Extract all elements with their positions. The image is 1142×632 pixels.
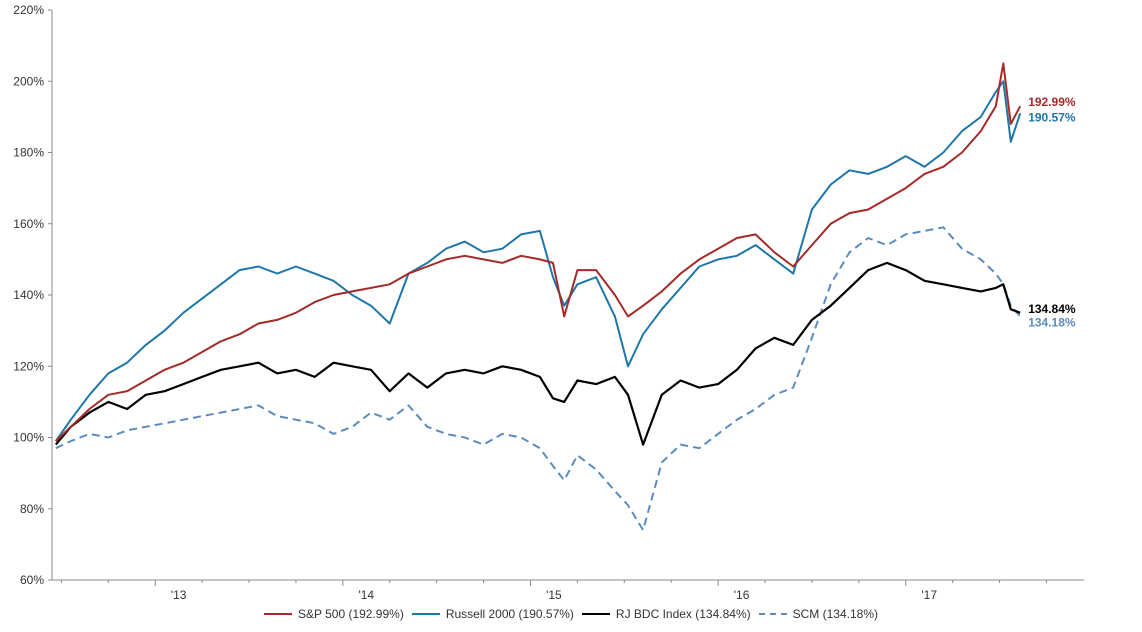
y-tick-label: 60%	[20, 573, 44, 587]
y-tick-label: 160%	[13, 217, 44, 231]
chart-axes: 60% 80% 100% 120% 140% 160% 180% 200% 220% '13 '14…	[13, 3, 1084, 602]
y-tick-label: 220%	[13, 3, 44, 17]
end-label-layer: 192.99%190.57% 134.84%134.18%	[1028, 95, 1076, 329]
x-tick-label: '13	[171, 588, 187, 602]
series-line-3	[55, 226, 1021, 532]
x-tick-label: '15	[546, 588, 562, 602]
y-tick-label: 100%	[13, 431, 44, 445]
legend-label: SCM (134.18%)	[792, 607, 879, 621]
legend-item-3: SCM (134.18%)	[758, 607, 879, 621]
y-tick-label: 80%	[20, 502, 44, 516]
legend-swatch	[758, 613, 787, 615]
y-tick-label: 200%	[13, 74, 44, 88]
y-tick-label: 120%	[13, 359, 44, 373]
y-tick-label: 140%	[13, 288, 44, 302]
end-label-2: 134.84%	[1028, 302, 1076, 316]
y-tick-label: 180%	[13, 146, 44, 160]
legend-item-2: RJ BDC Index (134.84%)	[581, 607, 751, 621]
legend-swatch	[263, 613, 292, 615]
legend-swatch	[581, 613, 610, 615]
x-tick-label: '17	[921, 588, 937, 602]
x-tick-label: '14	[358, 588, 374, 602]
end-label-1: 190.57%	[1028, 110, 1076, 124]
series-line-1	[54, 80, 1022, 442]
end-label-3: 134.18%	[1028, 315, 1076, 329]
legend-item-0: S&P 500 (192.99%)	[263, 607, 404, 621]
x-tick-label: '16	[734, 588, 750, 602]
chart-legend: S&P 500 (192.99%) Russell 2000 (190.57%) R…	[0, 604, 1142, 621]
series-line-2	[54, 261, 1021, 446]
series-layer	[54, 62, 1022, 532]
end-label-0: 192.99%	[1028, 95, 1076, 109]
legend-item-1: Russell 2000 (190.57%)	[411, 607, 574, 621]
legend-label: S&P 500 (192.99%)	[297, 607, 404, 621]
legend-label: RJ BDC Index (134.84%)	[615, 607, 751, 621]
series-line-0	[55, 62, 1022, 442]
legend-label: Russell 2000 (190.57%)	[445, 607, 574, 621]
legend-swatch	[411, 613, 440, 615]
